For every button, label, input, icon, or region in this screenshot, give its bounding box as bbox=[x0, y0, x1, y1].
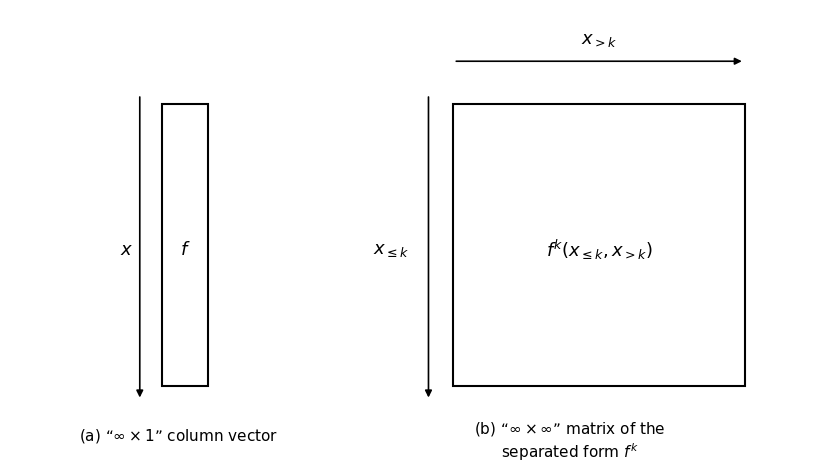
Text: (b) “$\infty \times \infty$” matrix of the: (b) “$\infty \times \infty$” matrix of t… bbox=[474, 420, 666, 438]
Text: $f^k(x_{\leq k}, x_{>k})$: $f^k(x_{\leq k}, x_{>k})$ bbox=[546, 237, 652, 262]
Bar bbox=[162, 104, 208, 386]
Text: (a) “$\infty \times 1$” column vector: (a) “$\infty \times 1$” column vector bbox=[79, 427, 279, 445]
Text: $x$: $x$ bbox=[120, 241, 133, 259]
Text: $f$: $f$ bbox=[181, 241, 191, 259]
Text: separated form $f^k$: separated form $f^k$ bbox=[501, 441, 639, 463]
Bar bbox=[453, 104, 745, 386]
Text: $x_{>k}$: $x_{>k}$ bbox=[581, 31, 617, 49]
Text: $x_{\leq k}$: $x_{\leq k}$ bbox=[373, 241, 409, 259]
